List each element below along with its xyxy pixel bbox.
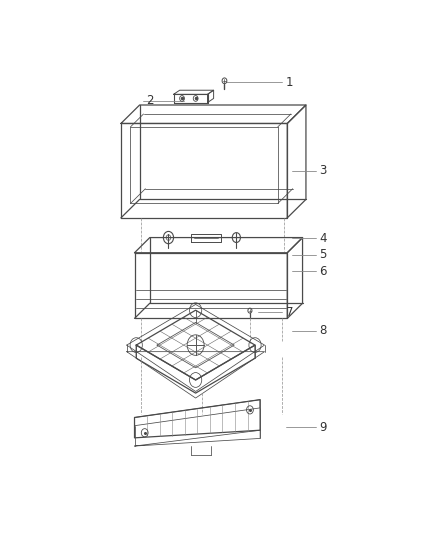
Text: 9: 9 — [320, 421, 327, 434]
Text: 2: 2 — [146, 94, 154, 107]
Text: 4: 4 — [320, 232, 327, 245]
Text: 7: 7 — [286, 306, 293, 319]
Text: 5: 5 — [320, 248, 327, 261]
Text: 3: 3 — [320, 164, 327, 177]
Text: 6: 6 — [320, 265, 327, 278]
Text: 8: 8 — [320, 324, 327, 337]
Text: 1: 1 — [286, 76, 293, 89]
